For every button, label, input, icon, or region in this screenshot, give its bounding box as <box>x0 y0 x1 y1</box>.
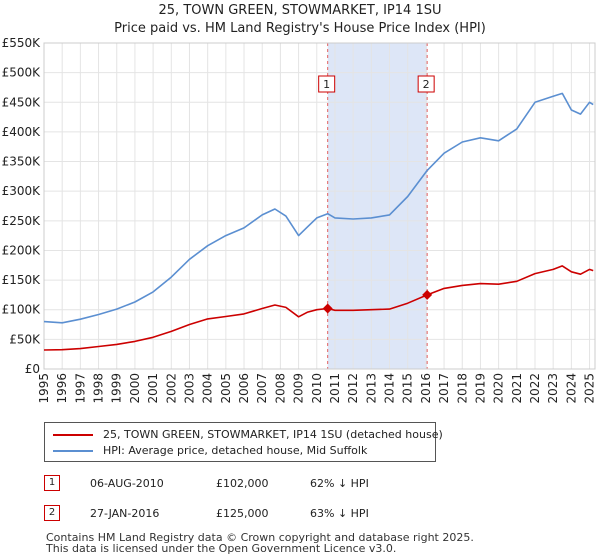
x-tick-label: 2004 <box>201 373 215 404</box>
x-tick-label: 1997 <box>73 373 87 404</box>
transaction-price: £125,000 <box>216 507 269 520</box>
y-tick-label: £400K <box>2 125 42 139</box>
transaction-badge: 2 <box>44 505 60 521</box>
x-tick-label: 2017 <box>437 373 451 404</box>
subtitle-line: Price paid vs. HM Land Registry's House … <box>114 21 486 36</box>
transaction-date: 27-JAN-2016 <box>90 507 160 520</box>
transaction-price: £102,000 <box>216 477 269 490</box>
plot-frame <box>43 42 596 370</box>
x-tick-label: 2009 <box>292 373 306 404</box>
y-tick-label: £200K <box>2 243 42 257</box>
x-tick-label: 2002 <box>164 373 178 404</box>
chart-title: 25, TOWN GREEN, STOWMARKET, IP14 1SU Pri… <box>0 2 600 38</box>
x-tick-label: 2021 <box>510 373 524 404</box>
x-tick-label: 2015 <box>401 373 415 404</box>
y-tick-label: £550K <box>2 36 42 50</box>
x-tick-label: 2022 <box>528 373 542 404</box>
legend-swatch-hpi <box>53 450 93 452</box>
x-tick-label: 2012 <box>346 373 360 404</box>
sale-label-number: 1 <box>323 78 330 91</box>
x-tick-label: 2018 <box>455 373 469 404</box>
y-tick-label: £0 <box>25 362 40 376</box>
x-tick-label: 2005 <box>219 373 233 404</box>
y-tick-label: £50K <box>9 332 41 346</box>
x-tick-label: 2025 <box>583 373 597 404</box>
title-line: 25, TOWN GREEN, STOWMARKET, IP14 1SU <box>158 3 442 18</box>
x-tick-label: 2016 <box>419 373 433 404</box>
x-tick-label: 2011 <box>328 373 342 404</box>
x-tick-label: 1996 <box>55 373 69 404</box>
transaction-badge: 1 <box>44 475 60 491</box>
legend-item-hpi: HPI: Average price, detached house, Mid … <box>53 443 367 459</box>
x-tick-label: 2006 <box>237 373 251 404</box>
footer-line-1: Contains HM Land Registry data © Crown c… <box>46 531 474 544</box>
y-tick-label: £350K <box>2 155 42 169</box>
footer-attribution: Contains HM Land Registry data © Crown c… <box>46 532 586 554</box>
transaction-date: 06-AUG-2010 <box>90 477 164 490</box>
legend-label-hpi: HPI: Average price, detached house, Mid … <box>103 444 368 457</box>
x-tick-label: 2007 <box>255 373 269 404</box>
legend-swatch-property <box>53 434 93 436</box>
y-tick-label: £450K <box>2 95 42 109</box>
x-tick-label: 2001 <box>146 373 160 404</box>
x-tick-label: 2010 <box>310 373 324 404</box>
footer-line-2: This data is licensed under the Open Gov… <box>46 542 397 555</box>
sale-point <box>422 289 433 300</box>
legend-label-property: 25, TOWN GREEN, STOWMARKET, IP14 1SU (de… <box>103 428 443 441</box>
x-tick-label: 2008 <box>273 373 287 404</box>
x-tick-label: 2019 <box>473 373 487 404</box>
x-tick-label: 1999 <box>110 373 124 404</box>
sale-point <box>322 303 333 314</box>
x-tick-label: 2023 <box>546 373 560 404</box>
highlight-band <box>327 43 428 369</box>
sale-label-box <box>318 75 336 93</box>
sale-label-number: 2 <box>423 78 430 91</box>
y-tick-label: £250K <box>2 214 42 228</box>
legend: 25, TOWN GREEN, STOWMARKET, IP14 1SU (de… <box>44 422 443 462</box>
x-tick-label: 1995 <box>37 373 51 404</box>
plot-area <box>44 43 595 369</box>
transaction-hpi-diff: 62% ↓ HPI <box>310 477 369 490</box>
y-tick-label: £500K <box>2 66 42 80</box>
y-tick-label: £100K <box>2 303 42 317</box>
price-chart: £0 £50K £100K £150K £200K £250K £300K £350K £400… <box>2 36 597 404</box>
sale-label-box <box>417 75 435 93</box>
y-tick-label: £300K <box>2 184 42 198</box>
x-tick-label: 2024 <box>564 373 578 404</box>
x-tick-label: 2014 <box>383 373 397 404</box>
hpi-line <box>43 92 594 324</box>
transaction-row: 1 06-AUG-2010 £102,000 62% ↓ HPI <box>44 474 564 494</box>
y-tick-label: £150K <box>2 273 42 287</box>
legend-item-property: 25, TOWN GREEN, STOWMARKET, IP14 1SU (de… <box>53 427 443 443</box>
x-tick-label: 2003 <box>182 373 196 404</box>
x-tick-label: 2020 <box>492 373 506 404</box>
transaction-hpi-diff: 63% ↓ HPI <box>310 507 369 520</box>
x-tick-label: 1998 <box>92 373 106 404</box>
x-tick-label: 2000 <box>128 373 142 404</box>
x-tick-label: 2013 <box>364 373 378 404</box>
transaction-row: 2 27-JAN-2016 £125,000 63% ↓ HPI <box>44 504 564 524</box>
